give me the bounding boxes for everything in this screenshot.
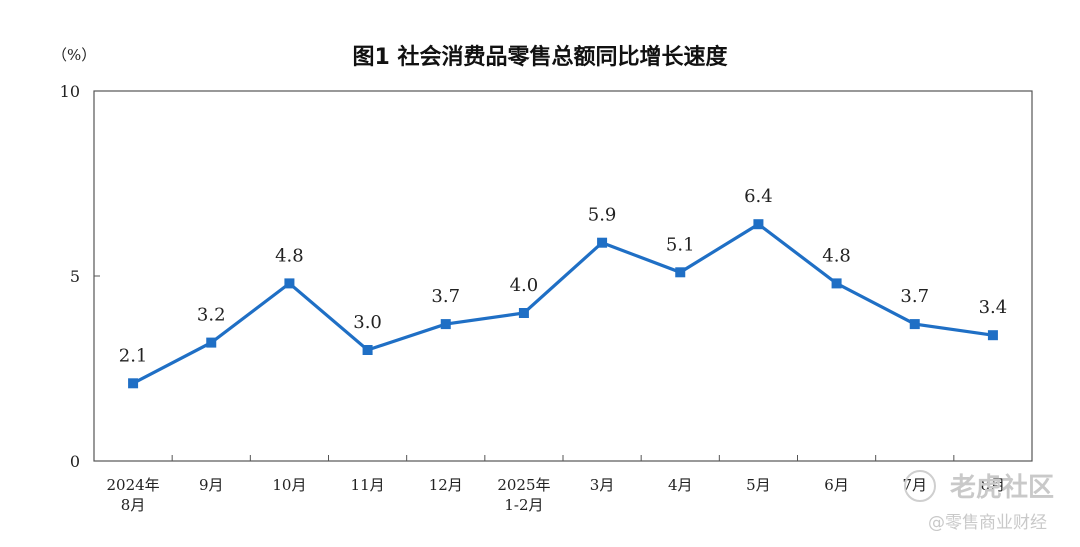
data-label: 2.1: [119, 345, 148, 366]
data-label: 4.0: [510, 275, 539, 296]
data-point: [518, 308, 529, 318]
data-point: [284, 278, 295, 289]
x-tick-label: 5月: [746, 476, 771, 494]
data-label: 5.9: [588, 205, 617, 226]
data-point: [909, 319, 920, 330]
chart-title: 图1 社会消费品零售总额同比增长速度: [353, 44, 729, 70]
data-point: [597, 237, 608, 248]
y-tick-label: 10: [60, 82, 80, 101]
data-label: 3.0: [353, 312, 382, 333]
x-tick-label: 8月: [121, 496, 146, 514]
x-tick-label: 3月: [590, 476, 615, 494]
x-tick-label: 4月: [668, 476, 693, 494]
x-tick-label: 12月: [429, 476, 463, 494]
watermark-handle: @零售商业财经: [928, 513, 1047, 533]
series-line: [132, 222, 994, 385]
data-point: [987, 330, 998, 341]
watermark: 老虎社区 @零售商业财经: [904, 470, 1054, 533]
x-tick-label: 10月: [272, 476, 306, 494]
x-tick-label: 2024年: [106, 476, 159, 494]
data-label: 4.8: [275, 245, 304, 266]
x-tick-label: 2025年: [497, 476, 550, 494]
watermark-brand: 老虎社区: [950, 472, 1054, 503]
watermark-logo-icon: [904, 470, 936, 502]
x-tick-label: 9月: [199, 476, 224, 494]
y-tick-label: 0: [70, 452, 80, 471]
data-label: 4.8: [822, 245, 851, 266]
x-tick-label: 8月: [981, 476, 1006, 494]
data-label: 6.4: [744, 186, 773, 207]
data-label: 3.4: [979, 297, 1008, 318]
data-point: [440, 319, 451, 330]
data-point: [206, 337, 217, 348]
x-tick-label: 7月: [902, 476, 927, 494]
data-point: [128, 378, 139, 389]
data-label: 3.7: [900, 286, 929, 307]
x-tick-label: 6月: [824, 476, 849, 494]
y-axis: 0 5 10: [60, 82, 100, 471]
data-point: [675, 267, 686, 278]
series-line-group: 2.1 3.2 4.8 3.0 3.7 4.0 5.9 5.1 6.4 4.8 3.7 3.4: [119, 186, 1008, 389]
data-label: 5.1: [666, 234, 695, 255]
data-label: 3.7: [431, 286, 460, 307]
data-point: [831, 278, 842, 289]
x-tick-label: 11月: [351, 476, 385, 494]
y-tick-label: 5: [70, 267, 80, 286]
data-point: [362, 345, 373, 355]
x-axis: 2024年 8月 9月 10月 11月 12月 2025年 1-2月 3月 4月 5月 6月 7月 8月: [106, 455, 1005, 514]
data-point: [753, 219, 764, 230]
y-unit-label: （%）: [52, 46, 96, 64]
x-tick-label: 1-2月: [504, 496, 543, 514]
data-label: 3.2: [197, 305, 226, 326]
